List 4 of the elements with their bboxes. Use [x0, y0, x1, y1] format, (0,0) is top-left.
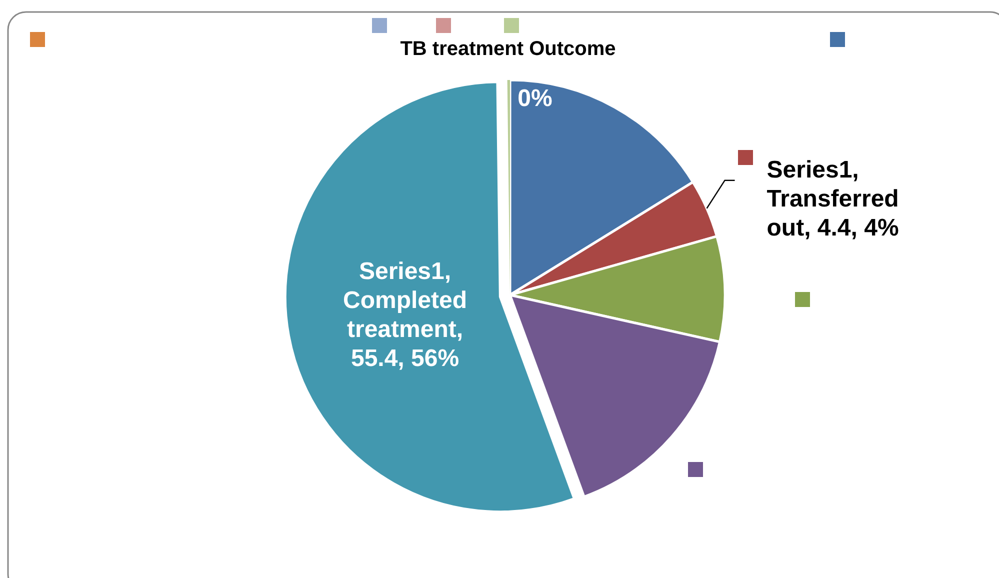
data-label: Series1, Completed treatment, 55.4, 56% [343, 258, 468, 372]
chart-title: TB treatment Outcome [400, 38, 616, 60]
data-label: Series1, Transferred out, 4.4, 4% [766, 156, 899, 242]
data-label: 0% [518, 85, 552, 112]
